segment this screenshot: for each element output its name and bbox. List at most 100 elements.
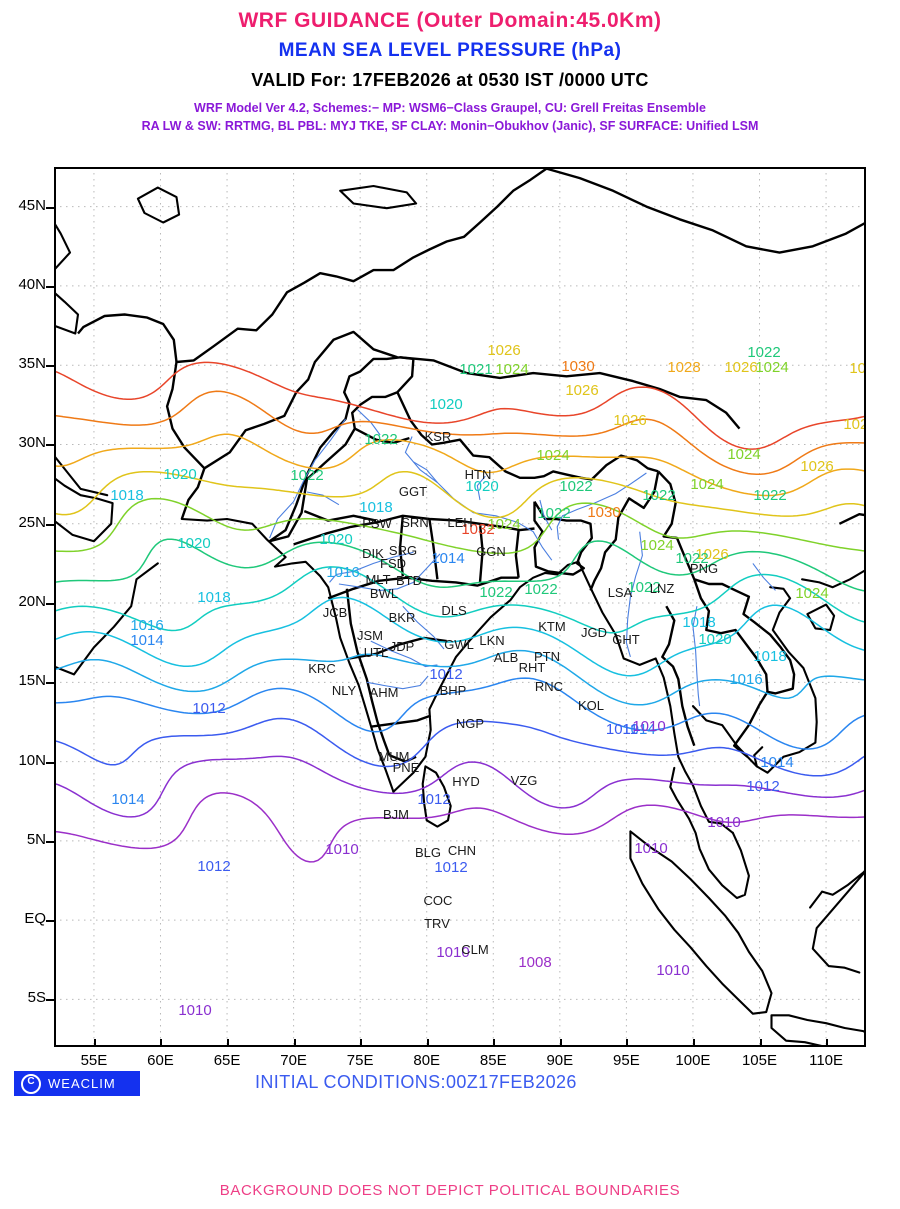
x-axis-tick [692,1039,695,1047]
isobar-1010 [54,755,866,818]
isobar-value-label: 1020 [177,535,210,552]
x-axis-label: 55E [80,1052,108,1069]
river [476,475,486,501]
city-label-krc: KRC [308,661,335,676]
x-axis-tick [826,1039,829,1047]
coastline [421,765,452,828]
city-label-lnz: LNZ [650,581,675,596]
isobar-value-label: 1026 [487,342,520,359]
isobar-1014 [54,677,866,750]
city-label-png: PNG [690,561,718,576]
city-label-ngp: NGP [456,716,484,731]
isobar-label-layer: 1022102610211024103010281026102410261026… [110,342,866,1019]
city-label-trv: TRV [424,916,450,931]
isobar-value-label: 1026 [800,458,833,475]
admin-boundary [546,167,866,254]
city-label-mum: MUM [378,749,409,764]
city-label-mlt: MLT [365,572,390,587]
coastline [691,705,758,768]
city-label-jcb: JCB [323,605,348,620]
isobar-value-label: 1014 [130,632,163,649]
admin-boundary [77,313,178,363]
admin-boundary [398,515,404,577]
coastline [392,560,593,793]
isobar-value-label: 1012 [429,666,462,683]
isobar-1026 [54,470,866,519]
admin-boundary [396,391,659,481]
isobar-value-label: 1022 [627,579,660,596]
x-axis-tick [360,1039,363,1047]
city-label-pne: PNE [393,760,420,775]
y-axis-label: 15N [18,672,46,690]
city-label-hyd: HYD [452,774,479,789]
city-label-ptn: PTN [534,649,560,664]
isobar-value-label: 1008 [518,954,551,971]
coastline-layer [54,184,866,1047]
isobar-value-label: 1012 [197,858,230,875]
isobar-1032 [54,361,866,450]
map-plot-area[interactable]: 1022102610211024103010281026102410261026… [54,167,866,1047]
city-label-bwl: BWL [370,586,398,601]
y-axis-label: 40N [18,275,46,293]
isobar-1020 [54,566,866,634]
river [413,461,438,483]
admin-boundary [327,576,519,600]
city-label-ght: GHT [612,632,640,647]
river [306,491,340,506]
isobar-value-label: 1026 [565,382,598,399]
city-label-alb: ALB [494,650,519,665]
page-subtitle: MEAN SEA LEVEL PRESSURE (hPa) [278,40,622,61]
isobar-1016 [54,649,866,706]
city-label-jdp: JDP [390,639,415,654]
city-label-leh: LEH [447,515,472,530]
river [752,563,776,591]
isobar-value-label: 1018 [110,487,143,504]
admin-boundary [370,714,432,728]
city-label-bhp: BHP [440,683,467,698]
y-axis-tick [46,840,54,843]
x-axis-label: 90E [546,1052,574,1069]
isobar-value-label: 1026 [849,360,866,377]
y-axis-label: 5N [26,830,46,848]
isobar-value-label: 1016 [729,671,762,688]
y-axis-label: 25N [18,513,46,531]
admin-boundary [399,356,741,430]
river [404,436,553,561]
y-axis-tick [46,444,54,447]
city-label-jgd: JGD [581,625,607,640]
river [556,472,647,540]
weaclim-logo[interactable]: C WEACLIM [14,1071,140,1096]
isobar-value-label: 1010 [656,962,689,979]
isobar-value-label: 1018 [197,589,230,606]
x-axis-tick [559,1039,562,1047]
coastline [590,589,734,834]
isobar-value-label: 1024 [755,359,788,376]
isobar-value-label: 1020 [698,631,731,648]
isobar-value-label: 1022 [537,505,570,522]
y-axis-label: 5S [27,989,46,1007]
isobar-value-label: 1024 [795,585,828,602]
model-config-line-2: RA LW & SW: RRTMG, BL PBL: MYJ TKE, SF C… [141,119,759,133]
admin-boundary [349,636,447,660]
city-label-vzg: VZG [511,773,538,788]
isobar-contour-layer [54,361,866,863]
isobar-value-label: 1021 [459,361,492,378]
isobar-value-label: 1026 [695,546,728,563]
city-label-ahm: AHM [370,685,399,700]
city-label-bkr: BKR [389,610,416,625]
isobar-value-label: 1014 [760,754,793,771]
admin-boundary [428,518,439,580]
coastline [54,476,114,543]
x-axis-label: 70E [280,1052,307,1069]
admin-boundary [533,500,593,576]
isobar-1028 [54,433,866,497]
coastline [339,184,418,210]
x-axis-tick [759,1039,762,1047]
isobar-value-label: 1022 [753,487,786,504]
x-axis-label: 60E [147,1052,174,1069]
coastline [136,186,181,224]
coastline [54,221,72,272]
y-axis-tick [46,761,54,764]
x-axis-label: 105E [741,1052,778,1069]
river [329,551,414,583]
